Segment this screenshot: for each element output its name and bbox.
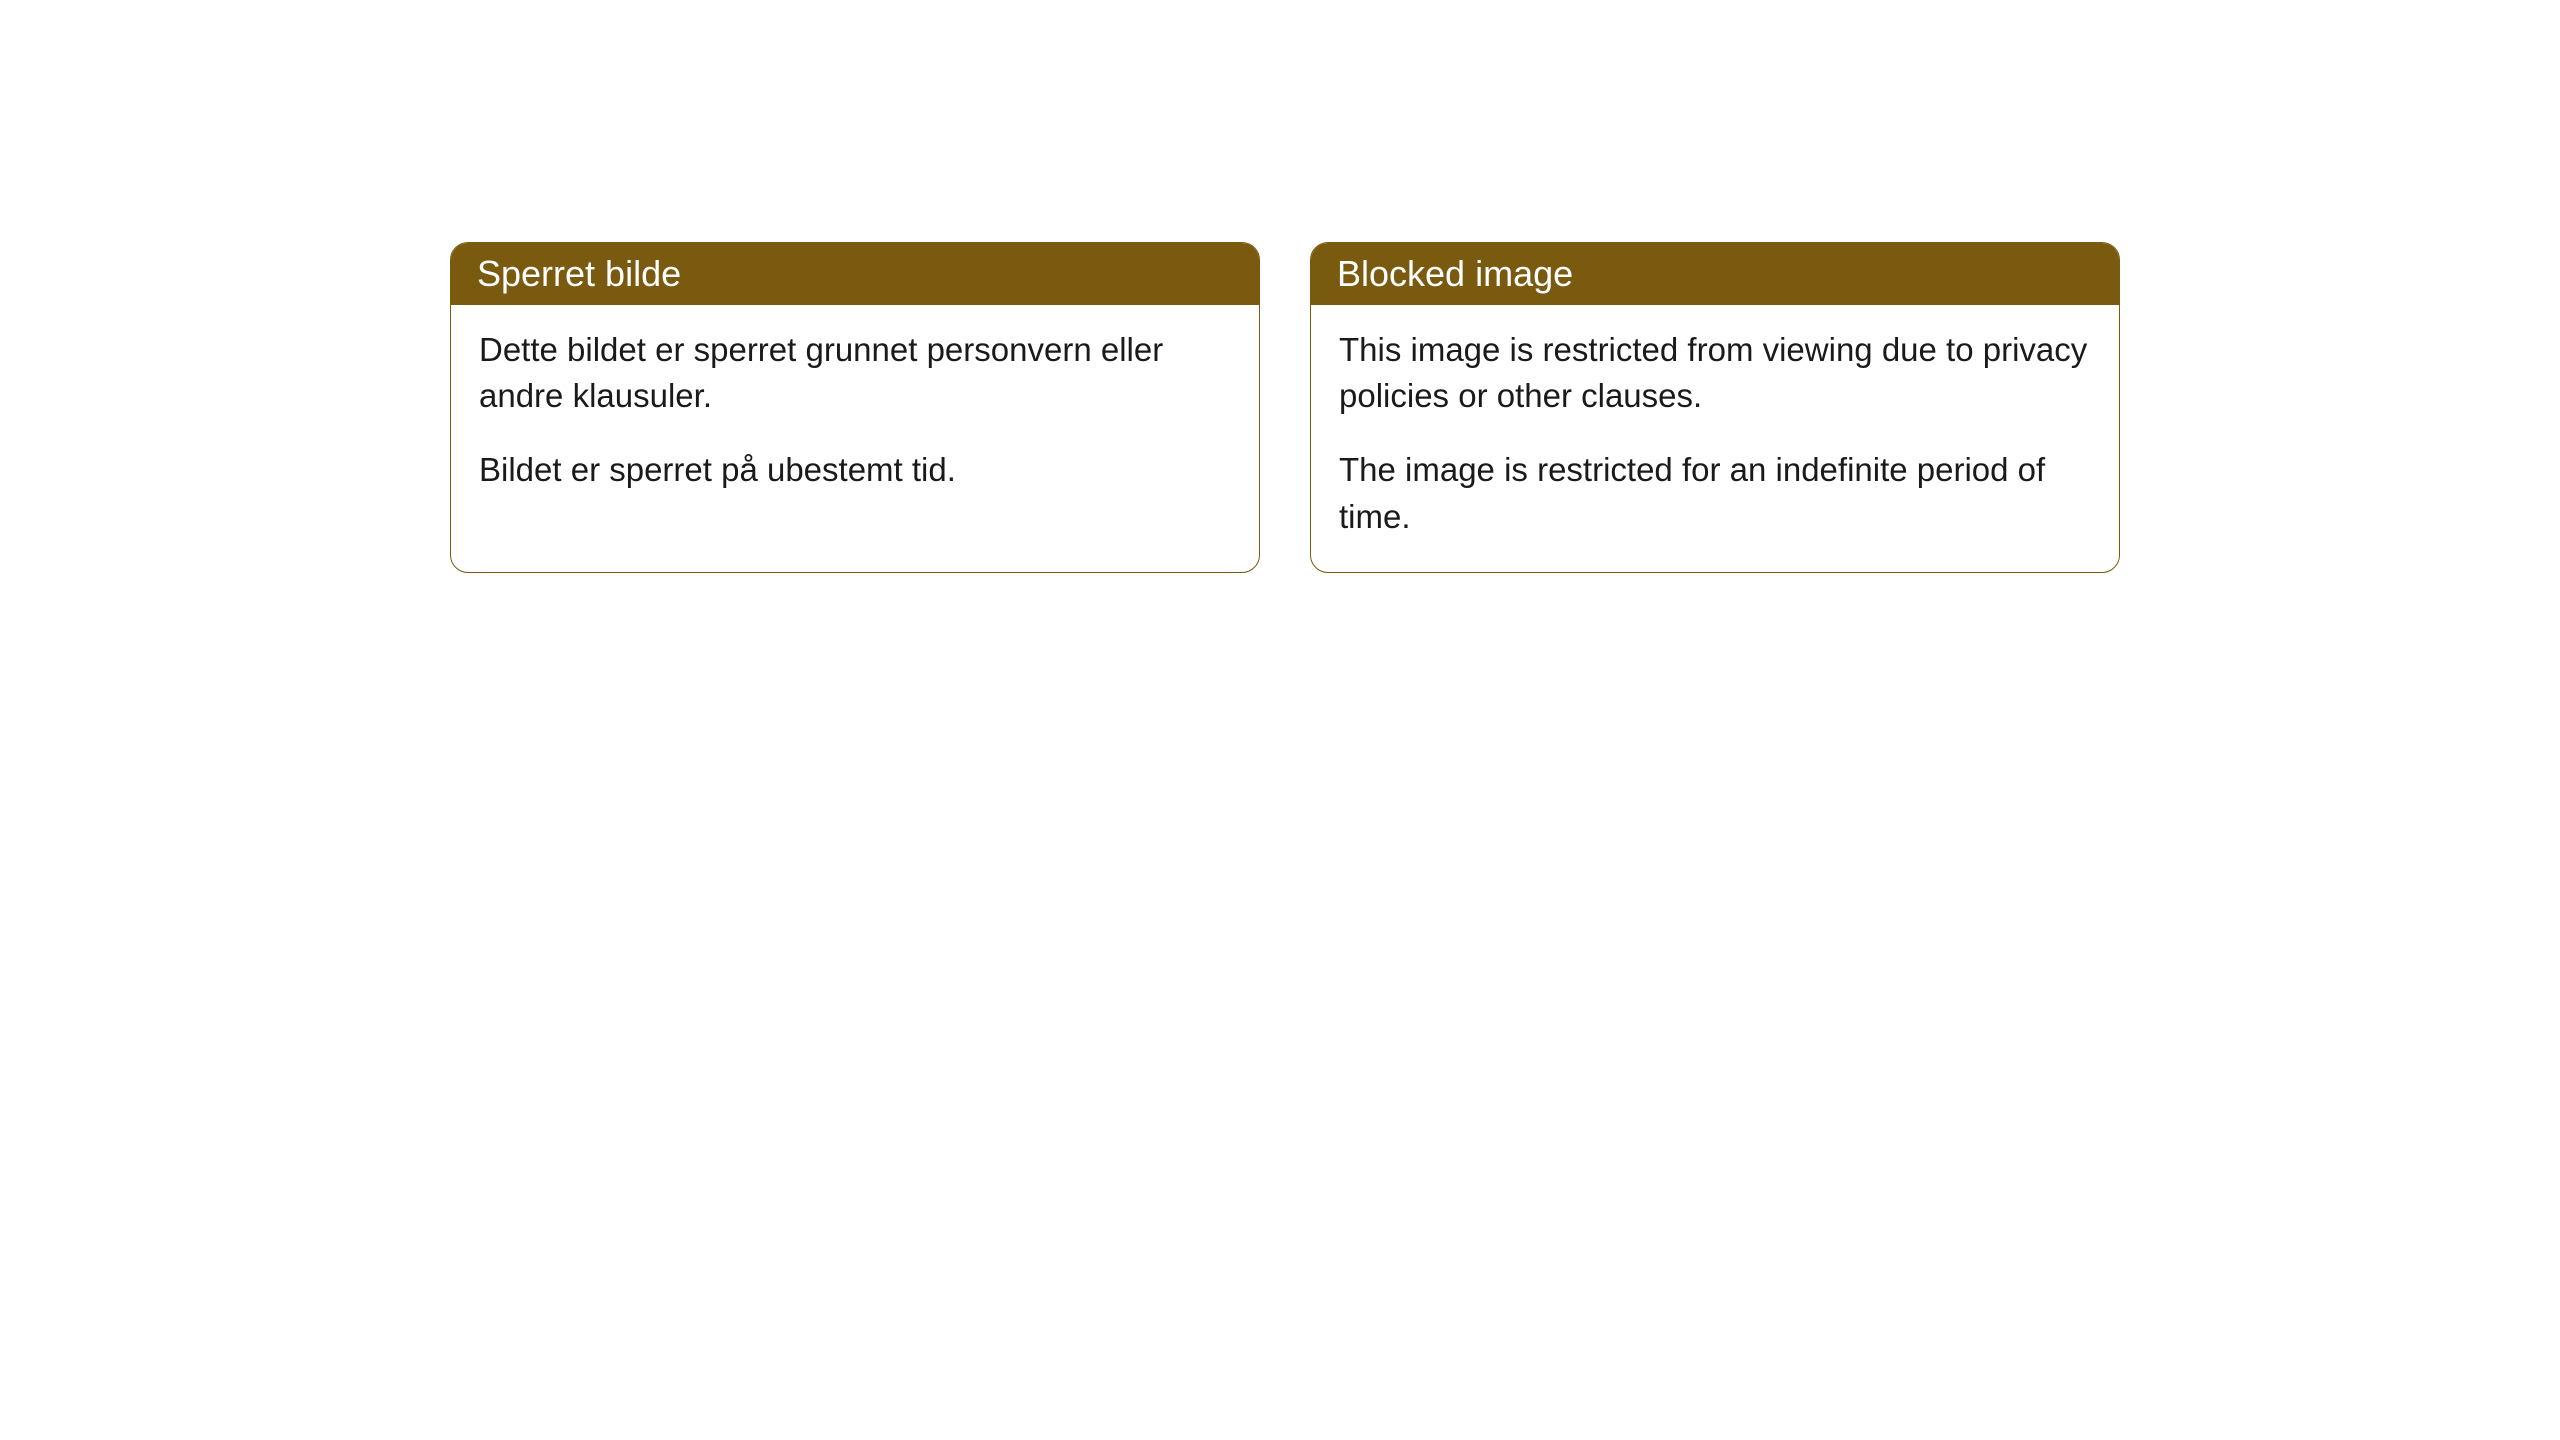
notice-cards-container: Sperret bilde Dette bildet er sperret gr… (0, 0, 2560, 573)
card-paragraph: Dette bildet er sperret grunnet personve… (479, 327, 1231, 419)
card-paragraph: The image is restricted for an indefinit… (1339, 447, 2091, 539)
card-header-english: Blocked image (1311, 243, 2119, 305)
blocked-image-card-norwegian: Sperret bilde Dette bildet er sperret gr… (450, 242, 1260, 573)
card-body-norwegian: Dette bildet er sperret grunnet personve… (451, 305, 1259, 526)
blocked-image-card-english: Blocked image This image is restricted f… (1310, 242, 2120, 573)
card-paragraph: This image is restricted from viewing du… (1339, 327, 2091, 419)
card-body-english: This image is restricted from viewing du… (1311, 305, 2119, 572)
card-title: Sperret bilde (477, 253, 681, 294)
card-header-norwegian: Sperret bilde (451, 243, 1259, 305)
card-paragraph: Bildet er sperret på ubestemt tid. (479, 447, 1231, 493)
card-title: Blocked image (1337, 253, 1573, 294)
